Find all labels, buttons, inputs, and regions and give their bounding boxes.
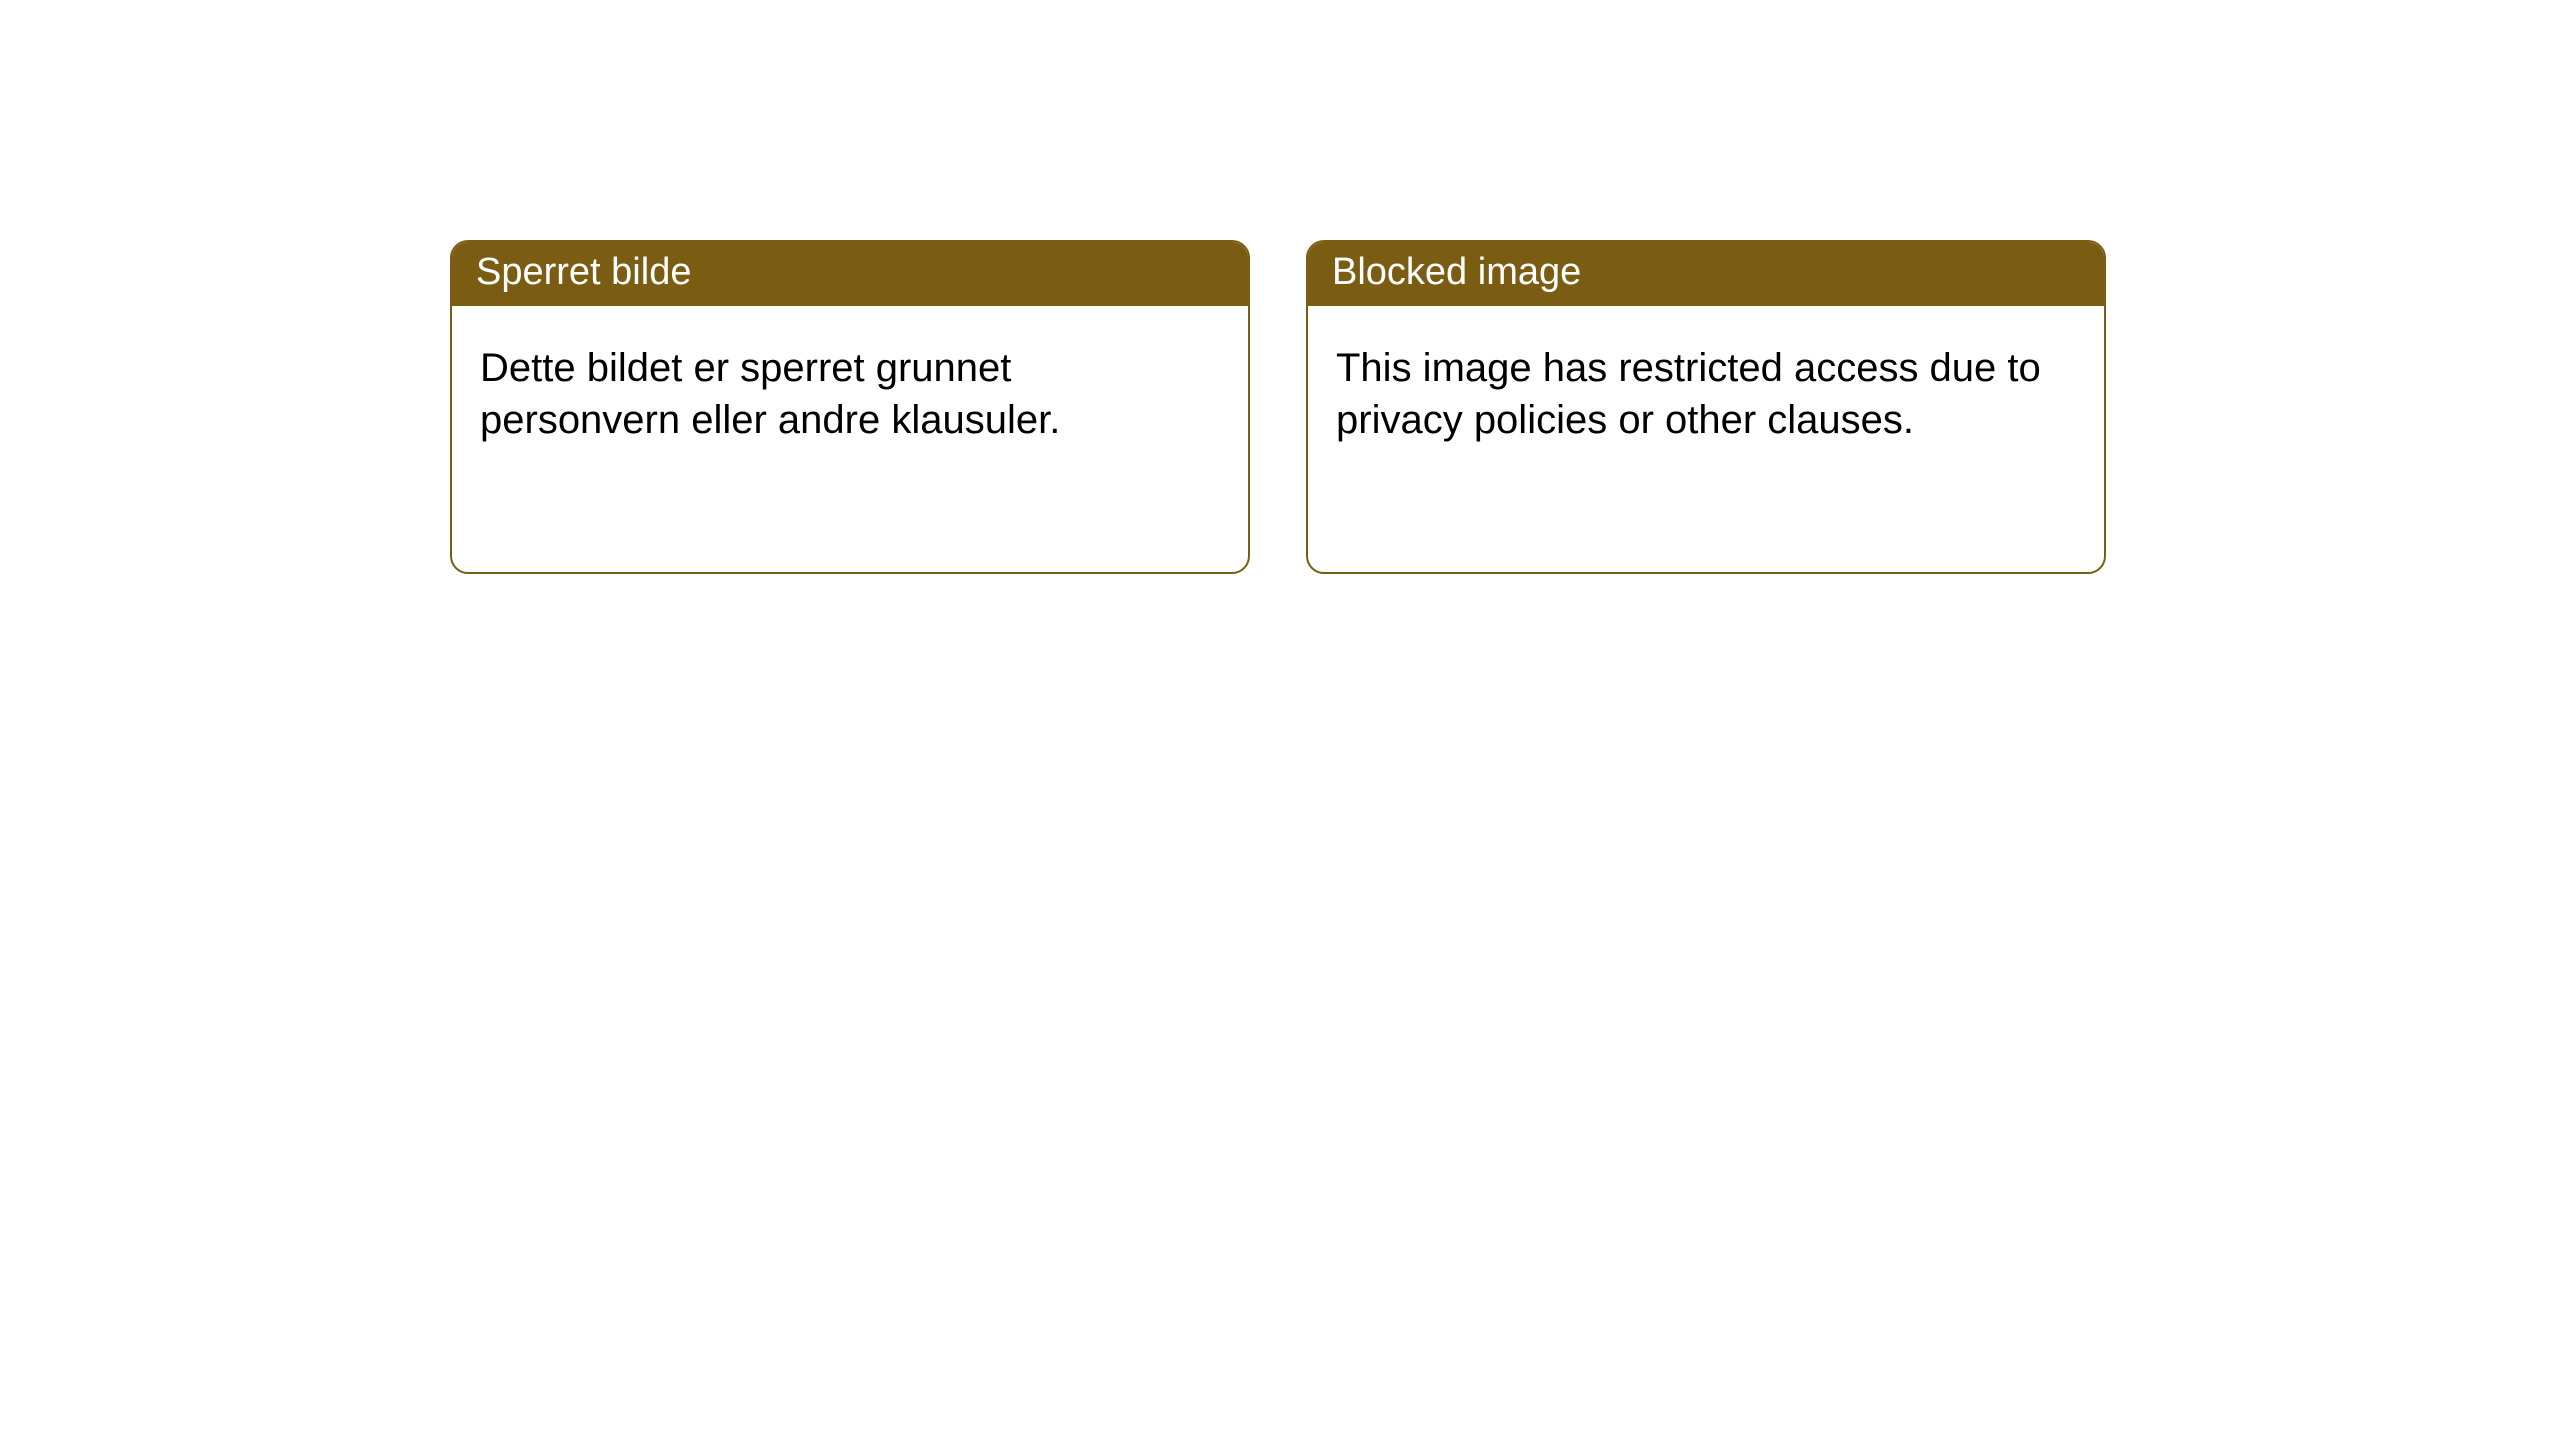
notice-card-no: Sperret bilde Dette bildet er sperret gr…: [450, 240, 1250, 574]
card-title: Blocked image: [1332, 251, 1581, 293]
notice-card-en: Blocked image This image has restricted …: [1306, 240, 2106, 574]
card-title: Sperret bilde: [476, 251, 691, 293]
card-header: Sperret bilde: [452, 242, 1248, 306]
card-text: This image has restricted access due to …: [1336, 346, 2041, 442]
card-body: This image has restricted access due to …: [1308, 306, 2104, 474]
card-text: Dette bildet er sperret grunnet personve…: [480, 346, 1060, 442]
card-header: Blocked image: [1308, 242, 2104, 306]
notice-container: Sperret bilde Dette bildet er sperret gr…: [0, 0, 2560, 574]
card-body: Dette bildet er sperret grunnet personve…: [452, 306, 1248, 474]
